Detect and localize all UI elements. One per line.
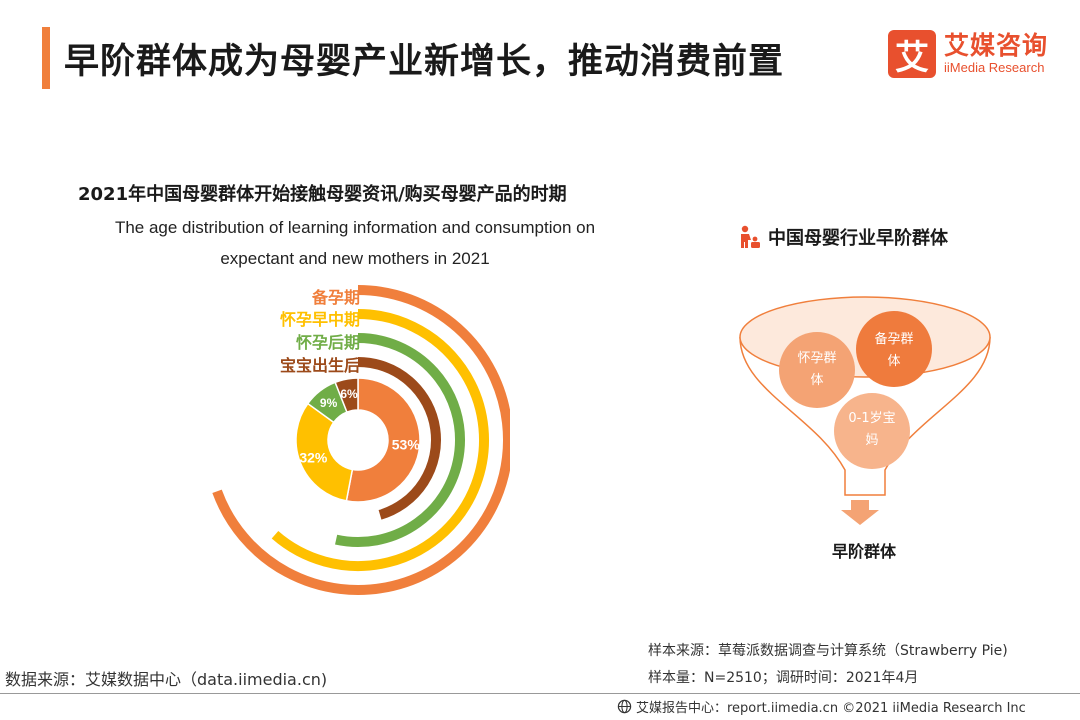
legend-item-4: 宝宝出生后 xyxy=(279,356,360,375)
donut-value-label-2: 32% xyxy=(299,450,328,466)
circle-label-prepregnancy-2: 体 xyxy=(887,354,900,369)
mother-baby-icon xyxy=(741,225,760,248)
circle-label-new-mothers-2: 妈 xyxy=(865,433,878,448)
radial-donut-chart: 53% 32% 9%6% xyxy=(212,285,510,595)
footer-text: 艾媒报告中心：report.iimedia.cn ©2021 iiMedia R… xyxy=(636,701,1026,716)
circle-label-new-mothers: 0-1岁宝 xyxy=(848,411,895,426)
down-arrow-icon xyxy=(841,500,879,525)
donut-slice-4 xyxy=(334,377,359,414)
chart-subtitle-line1: The age distribution of learning informa… xyxy=(114,218,596,237)
logo-cn: 艾媒咨询 xyxy=(944,31,1049,60)
data-source: 数据来源：艾媒数据中心（data.iimedia.cn) xyxy=(5,670,328,689)
footer-divider xyxy=(0,693,1080,694)
footer: 艾媒报告中心：report.iimedia.cn ©2021 iiMedia R… xyxy=(617,697,1026,716)
chart-subtitle: The age distribution of learning informa… xyxy=(60,212,650,274)
donut-slice-1 xyxy=(345,377,421,503)
funnel-diagram: 怀孕群 体 备孕群 体 0-1岁宝 妈 xyxy=(739,296,991,525)
funnel-label: 早阶群体 xyxy=(831,542,896,561)
legend-item-2: 怀孕早中期 xyxy=(279,310,360,329)
circle-label-pregnant: 怀孕群 xyxy=(797,351,836,366)
side-panel-title: 中国母婴行业早阶群体 xyxy=(736,224,948,250)
circle-label-pregnant-2: 体 xyxy=(810,373,823,388)
chart-title: 2021年中国母婴群体开始接触母婴资讯/购买母婴产品的时期 xyxy=(78,184,567,205)
chart-subtitle-line2: expectant and new mothers in 2021 xyxy=(220,249,490,268)
side-title-text: 中国母婴行业早阶群体 xyxy=(768,228,948,249)
page-title: 早阶群体成为母婴产业新增长，推动消费前置 xyxy=(64,42,785,82)
sample-size: 样本量：N=2510；调研时间：2021年4月 xyxy=(648,670,919,686)
legend-item-1: 备孕期 xyxy=(311,288,360,307)
donut-value-label-3: 9% xyxy=(320,396,338,410)
radial-ring-2 xyxy=(271,309,489,571)
donut-value-label-1: 53% xyxy=(392,437,421,453)
sample-source: 样本来源：草莓派数据调查与计算系统（Strawberry Pie) xyxy=(648,643,1008,659)
circle-new-mothers xyxy=(834,393,910,469)
radial-ring-3 xyxy=(335,333,465,547)
logo-en: iiMedia Research xyxy=(944,60,1045,75)
donut-slice-2 xyxy=(295,402,354,502)
title-accent-bar xyxy=(42,27,50,89)
donut-value-label-4: 6% xyxy=(340,387,358,401)
radial-ring-1 xyxy=(212,285,510,595)
radial-ring-4 xyxy=(357,357,442,520)
legend-item-3: 怀孕后期 xyxy=(295,333,360,352)
iimedia-logo: 艾 艾媒咨询 iiMedia Research xyxy=(888,30,1048,78)
logo-mark: 艾 xyxy=(888,30,936,78)
circle-pregnant xyxy=(779,332,855,408)
circle-label-prepregnancy: 备孕群 xyxy=(874,331,913,347)
globe-icon xyxy=(617,699,632,714)
circle-prepregnancy xyxy=(856,311,932,387)
